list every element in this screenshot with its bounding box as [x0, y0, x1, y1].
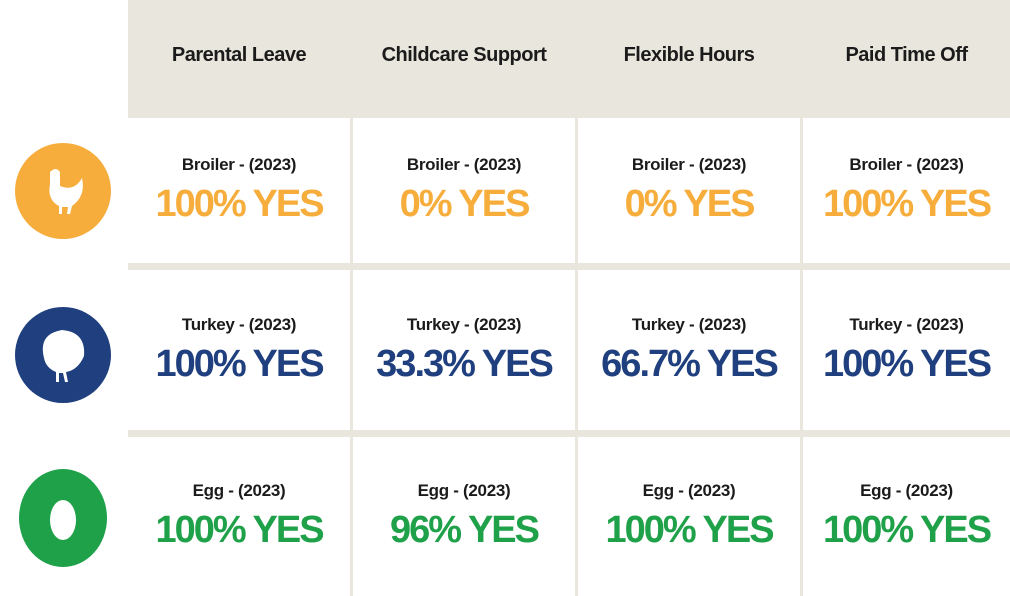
cell-label: Broiler - (2023) [849, 155, 964, 174]
turkey-icon [15, 307, 111, 403]
cell: Turkey - (2023) 33.3% YES [353, 270, 575, 430]
cell-label: Turkey - (2023) [849, 314, 964, 334]
egg-icon [19, 469, 107, 567]
cell: Egg - (2023) 100% YES [803, 437, 1010, 596]
column-header: Paid Time Off [845, 43, 968, 66]
cell: Broiler - (2023) 0% YES [578, 118, 800, 263]
cell: Turkey - (2023) 100% YES [128, 270, 350, 430]
cell-value: 100% YES [605, 509, 774, 551]
cell-value: 0% YES [624, 183, 756, 225]
cell: Broiler - (2023) 100% YES [803, 118, 1010, 263]
cell-label: Egg - (2023) [192, 481, 286, 500]
cell-label: Turkey - (2023) [406, 314, 522, 334]
cell-label: Egg - (2023) [860, 481, 953, 500]
table: Parental Leave Childcare Support Flexible … [128, 0, 1010, 596]
cell-value: 100% YES [155, 342, 324, 385]
cell: Egg - (2023) 100% YES [578, 437, 800, 596]
cell-label: Broiler - (2023) [406, 155, 522, 174]
cell: Turkey - (2023) 100% YES [803, 270, 1010, 430]
cell-label: Broiler - (2023) [631, 155, 747, 174]
broiler-icon [15, 143, 111, 239]
cell-label: Broiler - (2023) [181, 155, 297, 174]
cell: Broiler - (2023) 100% YES [128, 118, 350, 263]
cell: Egg - (2023) 100% YES [128, 437, 350, 596]
cell-label: Turkey - (2023) [631, 314, 747, 334]
cell-value: 100% YES [822, 342, 992, 385]
cell-label: Egg - (2023) [417, 481, 511, 500]
cell-value: 100% YES [822, 509, 992, 551]
cell-value: 100% YES [155, 183, 324, 225]
cell: Egg - (2023) 96% YES [353, 437, 575, 596]
cell-value: 100% YES [822, 183, 992, 225]
cell-value: 0% YES [399, 183, 531, 225]
cell-label: Turkey - (2023) [181, 314, 297, 334]
cell-label: Egg - (2023) [642, 481, 736, 500]
cell-value: 100% YES [155, 509, 324, 551]
cell-value: 66.7% YES [601, 342, 779, 385]
cell-value: 33.3% YES [376, 342, 554, 385]
column-header: Childcare Support [381, 43, 547, 66]
column-header: Parental Leave [171, 43, 307, 66]
column-header: Flexible Hours [623, 43, 755, 66]
cell: Turkey - (2023) 66.7% YES [578, 270, 800, 430]
cell: Broiler - (2023) 0% YES [353, 118, 575, 263]
cell-value: 96% YES [390, 509, 540, 551]
